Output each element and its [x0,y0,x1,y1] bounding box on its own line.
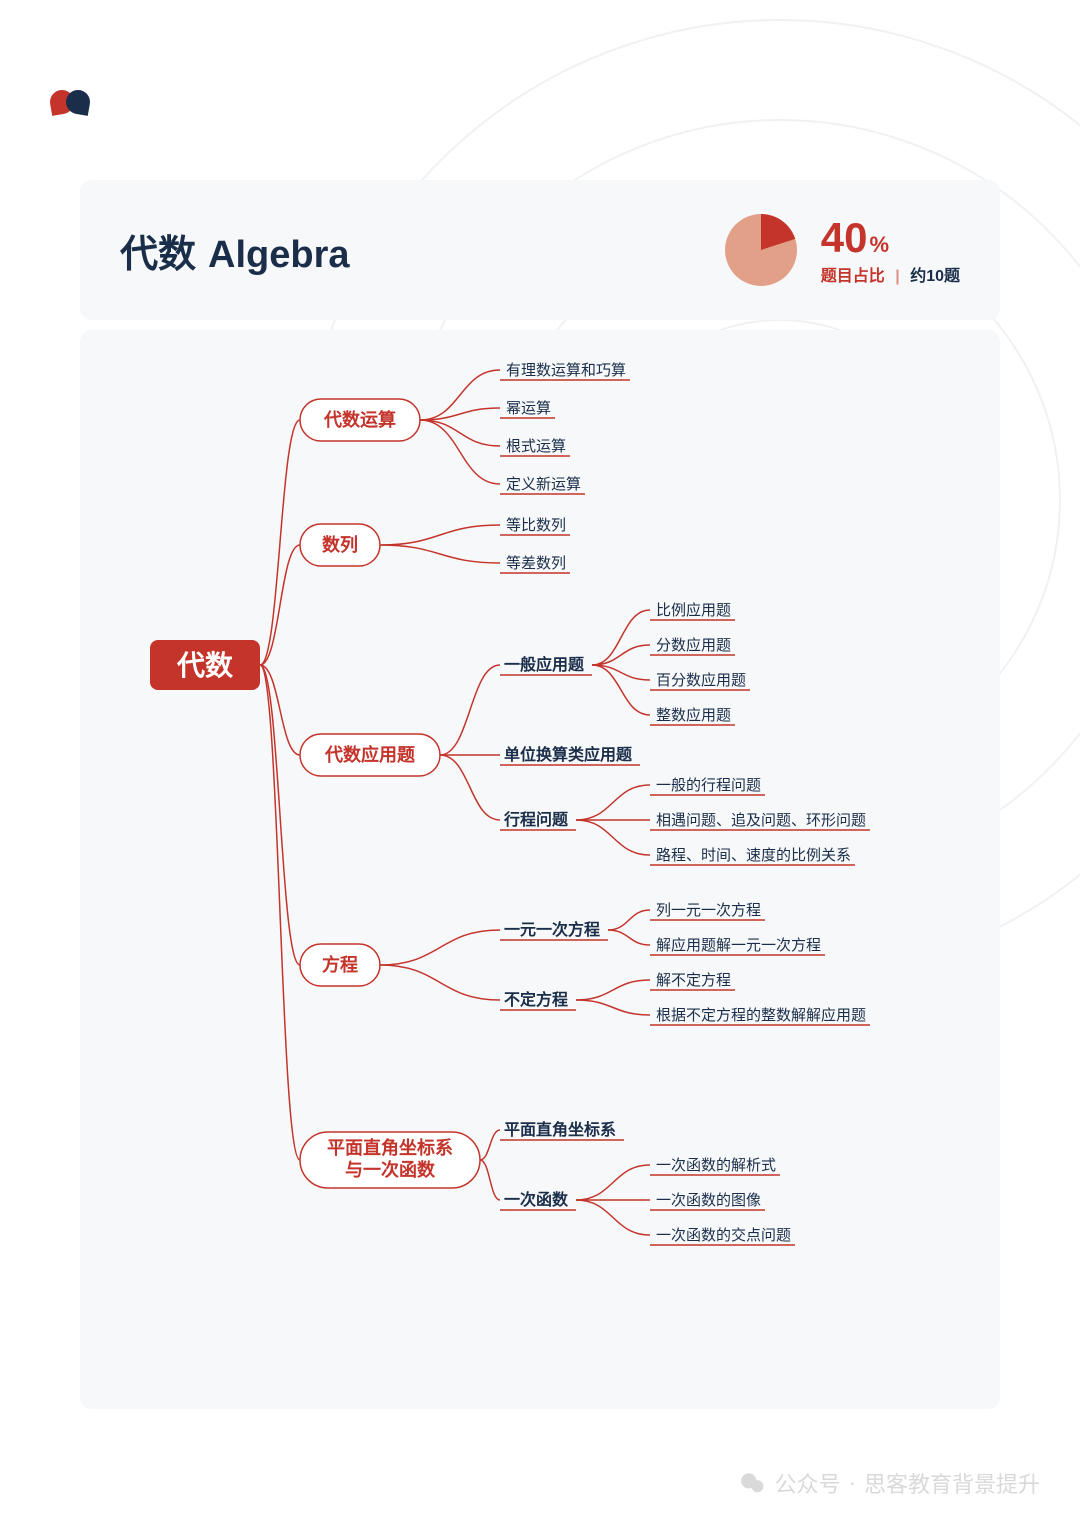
watermark-prefix: 公众号 [775,1467,841,1499]
leaf-label: 列一元一次方程 [656,902,761,919]
leaf-label: 百分数应用题 [656,671,746,689]
leaf-label: 一次函数的图像 [656,1192,761,1209]
leaf-label: 等差数列 [506,554,566,572]
sub-label: 平面直角坐标系 [504,1120,616,1139]
stats-separator: | [895,268,899,285]
sub-label: 一元一次方程 [504,920,600,939]
leaf-label: 路程、时间、速度的比例关系 [656,847,851,864]
watermark-sep: · [849,1470,856,1496]
leaf-label: 根式运算 [506,437,566,455]
stats-label-left: 题目占比 [821,268,885,285]
leaf-label: 定义新运算 [506,475,581,493]
sub-label: 一般应用题 [504,655,585,674]
percent-block: 40 % 题目占比 | 约10题 [821,214,960,286]
leaf-label: 根据不定方程的整数解解应用题 [656,1006,866,1024]
mindmap: 代数 代数运算 有理数运算和巧算幂运算根式运算定义新运算数列 等比数列等差数列代数应用… [80,330,1000,1410]
leaf-label: 整数应用题 [656,706,731,724]
branch-label: 方程 [322,954,358,975]
leaf-label: 一次函数的解析式 [656,1157,776,1174]
logo [50,90,90,114]
header-title: 代数 Algebra [120,223,350,278]
leaf-label: 一次函数的交点问题 [656,1226,791,1244]
sub-label: 行程问题 [503,810,569,829]
leaf-label: 幂运算 [506,399,551,417]
percent-value: 40 [821,214,868,262]
leaf-label: 一般的行程问题 [656,777,761,794]
sub-label: 不定方程 [504,990,568,1009]
sub-label: 单位换算类应用题 [504,745,633,764]
leaf-label: 相遇问题、追及问题、环形问题 [656,812,866,829]
watermark-name: 思客教育背景提升 [864,1467,1040,1499]
leaf-label: 分数应用题 [656,636,731,654]
title-cn: 代数 [120,223,196,278]
leaf-label: 等比数列 [506,516,566,534]
leaf-label: 解应用题解一元一次方程 [656,936,821,954]
sub-label: 一次函数 [504,1190,569,1209]
branch-label: 代数应用题 [324,744,416,765]
header-card: 代数 Algebra 40 % 题目占比 | 约10题 [80,180,1000,320]
leaf-label: 有理数运算和巧算 [506,361,626,379]
leaf-label: 比例应用题 [656,601,731,619]
branch-label: 代数运算 [323,409,396,430]
wechat-icon [739,1470,765,1496]
branch-label: 与一次函数 [345,1159,436,1180]
branch-label: 数列 [322,534,358,555]
leaf-label: 解不定方程 [656,972,731,989]
title-en: Algebra [208,234,349,277]
stats-label-right: 约10题 [910,268,960,285]
percent-symbol: % [870,232,890,258]
branch-label: 平面直角坐标系 [327,1137,453,1158]
watermark: 公众号 · 思客教育背景提升 [739,1467,1040,1499]
root-label: 代数 [176,650,234,681]
pie-chart [721,210,801,290]
header-stats: 40 % 题目占比 | 约10题 [721,210,960,290]
